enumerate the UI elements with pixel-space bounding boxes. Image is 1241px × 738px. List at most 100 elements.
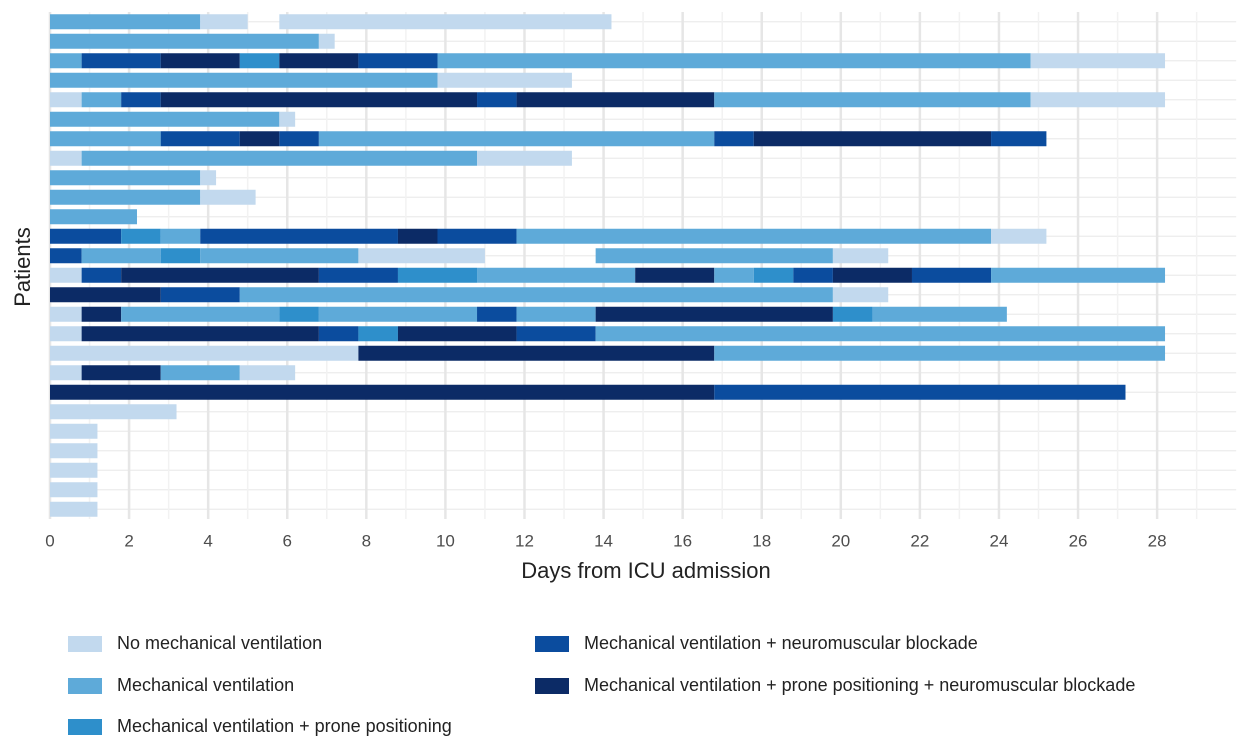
segment <box>516 228 992 244</box>
segment <box>872 306 1007 322</box>
segment <box>200 228 398 244</box>
x-tick-label: 0 <box>45 531 54 550</box>
segment <box>200 189 256 205</box>
segment <box>279 111 296 127</box>
segment <box>200 14 248 30</box>
x-tick-label: 12 <box>515 531 534 550</box>
segment <box>516 306 596 322</box>
segment <box>81 248 161 264</box>
x-tick-label: 22 <box>910 531 929 550</box>
segment <box>50 53 82 69</box>
legend-key <box>68 719 102 735</box>
segment <box>832 287 889 303</box>
segment <box>50 189 201 205</box>
segment <box>397 228 438 244</box>
x-tick-label: 10 <box>436 531 455 550</box>
segment <box>200 248 359 264</box>
segment <box>81 53 161 69</box>
segment <box>991 228 1047 244</box>
x-tick-label: 18 <box>752 531 771 550</box>
grid <box>48 12 1237 519</box>
x-tick-label: 2 <box>124 531 133 550</box>
x-tick-label: 14 <box>594 531 613 550</box>
segment <box>160 287 240 303</box>
segment <box>437 53 1031 69</box>
segment <box>358 53 438 69</box>
segment <box>160 248 201 264</box>
segment <box>50 345 359 361</box>
y-axis-label: Patients <box>10 227 35 307</box>
segment <box>358 345 715 361</box>
segment <box>318 306 478 322</box>
segment <box>50 92 82 108</box>
segment <box>121 267 319 283</box>
segment <box>477 92 517 108</box>
segment <box>279 306 319 322</box>
segment <box>81 326 319 342</box>
segment <box>318 33 335 49</box>
legend-label: Mechanical ventilation <box>117 675 294 695</box>
segment <box>595 306 833 322</box>
segment <box>81 150 478 166</box>
segment <box>239 53 280 69</box>
segment <box>50 131 161 147</box>
segment <box>1030 53 1166 69</box>
segment <box>81 267 122 283</box>
legend-key <box>68 636 102 652</box>
segment <box>50 150 82 166</box>
x-axis-label: Days from ICU admission <box>521 558 770 583</box>
segment <box>714 384 1126 400</box>
segment <box>714 92 1031 108</box>
segment <box>358 326 398 342</box>
segment <box>793 267 833 283</box>
segment <box>121 306 280 322</box>
segment <box>50 443 98 459</box>
x-tick-label: 24 <box>989 531 1008 550</box>
x-tick-label: 16 <box>673 531 692 550</box>
legend-label: Mechanical ventilation + prone positioni… <box>584 675 1135 695</box>
segment <box>81 365 161 381</box>
segment <box>50 228 122 244</box>
segment <box>477 306 517 322</box>
segment <box>832 248 889 264</box>
segment <box>714 345 1166 361</box>
segment <box>714 267 754 283</box>
segment <box>160 228 201 244</box>
segment <box>50 209 137 225</box>
segment <box>160 131 240 147</box>
segment <box>477 267 636 283</box>
segment <box>279 131 319 147</box>
segment <box>50 33 319 49</box>
segment <box>911 267 992 283</box>
segment <box>121 92 161 108</box>
segment <box>50 501 98 517</box>
segment <box>714 131 754 147</box>
x-tick-label: 4 <box>203 531 212 550</box>
x-tick-label: 6 <box>283 531 292 550</box>
segment <box>239 287 833 303</box>
segment <box>50 267 82 283</box>
segment <box>50 384 715 400</box>
segment <box>477 150 572 166</box>
segment <box>595 248 833 264</box>
segment <box>160 53 240 69</box>
segment <box>832 306 873 322</box>
segment <box>397 267 478 283</box>
segment <box>239 131 280 147</box>
segment <box>1030 92 1166 108</box>
legend-label: No mechanical ventilation <box>117 633 322 653</box>
segment <box>50 365 82 381</box>
segment <box>832 267 912 283</box>
segment <box>753 131 992 147</box>
segment <box>50 72 438 88</box>
x-tick-label: 8 <box>362 531 371 550</box>
segment <box>81 306 122 322</box>
segment <box>160 92 478 108</box>
segment <box>50 306 82 322</box>
segment <box>81 92 122 108</box>
segment <box>50 14 201 30</box>
segment <box>50 423 98 439</box>
segment <box>50 287 161 303</box>
segment <box>991 267 1166 283</box>
